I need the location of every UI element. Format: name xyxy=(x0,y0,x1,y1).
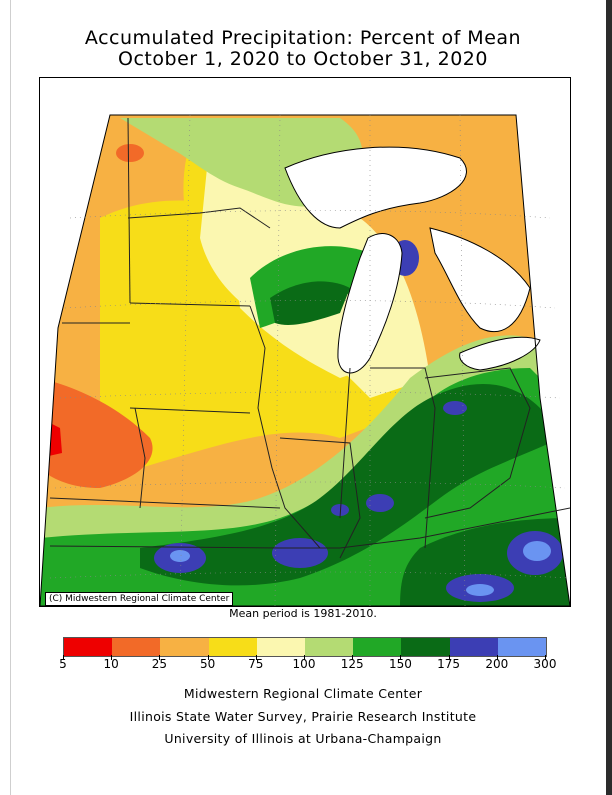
legend-tick-label: 5 xyxy=(59,657,67,671)
legend-tick-label: 300 xyxy=(533,657,557,671)
legend-swatch xyxy=(64,638,113,656)
legend-tick-label: 150 xyxy=(388,657,412,671)
legend-tick xyxy=(111,655,113,660)
legend-swatch xyxy=(353,638,402,656)
lake-superior xyxy=(284,146,467,229)
legend-tick-label: 10 xyxy=(103,657,119,671)
credit-uiuc: University of Illinois at Urbana-Champai… xyxy=(164,731,442,746)
map-date-range: October 1, 2020 to October 31, 2020 xyxy=(118,48,488,70)
legend-swatch xyxy=(160,638,209,656)
legend-swatch xyxy=(449,638,498,656)
precipitation-map xyxy=(39,77,571,607)
legend-tick-label: 200 xyxy=(485,657,509,671)
legend-tick-label: 100 xyxy=(292,657,316,671)
legend-tick-label: 125 xyxy=(340,657,364,671)
lake-erie xyxy=(459,336,541,371)
credit-isws: Illinois State Water Survey, Prairie Res… xyxy=(129,709,477,724)
legend-tick-label: 75 xyxy=(248,657,264,671)
map-title: Accumulated Precipitation: Percent of Me… xyxy=(84,27,522,49)
legend-tick xyxy=(400,655,402,660)
legend-ticks: 5 10 25 50 75 100 125 150 175 200 300 xyxy=(59,655,556,675)
left-frame xyxy=(0,0,11,795)
legend-tick xyxy=(63,655,64,660)
legend-tick xyxy=(545,655,546,660)
legend-tick xyxy=(159,655,161,660)
lake-huron xyxy=(429,227,531,333)
credit-mrcc: Midwestern Regional Climate Center xyxy=(183,686,423,701)
legend-swatch xyxy=(256,638,306,656)
legend-swatch xyxy=(208,638,257,656)
legend-tick xyxy=(448,655,450,660)
copyright-notice: (C) Midwestern Regional Climate Center xyxy=(45,592,234,606)
legend-tick-label: 50 xyxy=(199,657,216,671)
legend-tick-label: 25 xyxy=(151,657,168,671)
legend-swatch xyxy=(305,638,354,656)
color-legend xyxy=(63,637,547,657)
right-frame xyxy=(606,0,612,795)
legend-swatch xyxy=(401,638,450,656)
legend-swatch xyxy=(497,638,547,656)
mean-period-note: Mean period is 1981-2010. xyxy=(229,607,377,620)
legend-tick xyxy=(207,655,209,660)
legend-tick xyxy=(496,655,498,660)
lake-michigan xyxy=(337,233,403,374)
state-boundaries xyxy=(49,117,570,559)
legend-tick xyxy=(255,655,257,660)
legend-tick xyxy=(304,655,305,660)
legend-swatch xyxy=(112,638,161,656)
map-svg xyxy=(40,114,570,606)
legend-tick-label: 175 xyxy=(437,657,461,671)
legend-tick xyxy=(352,655,354,660)
graticule xyxy=(49,114,570,606)
